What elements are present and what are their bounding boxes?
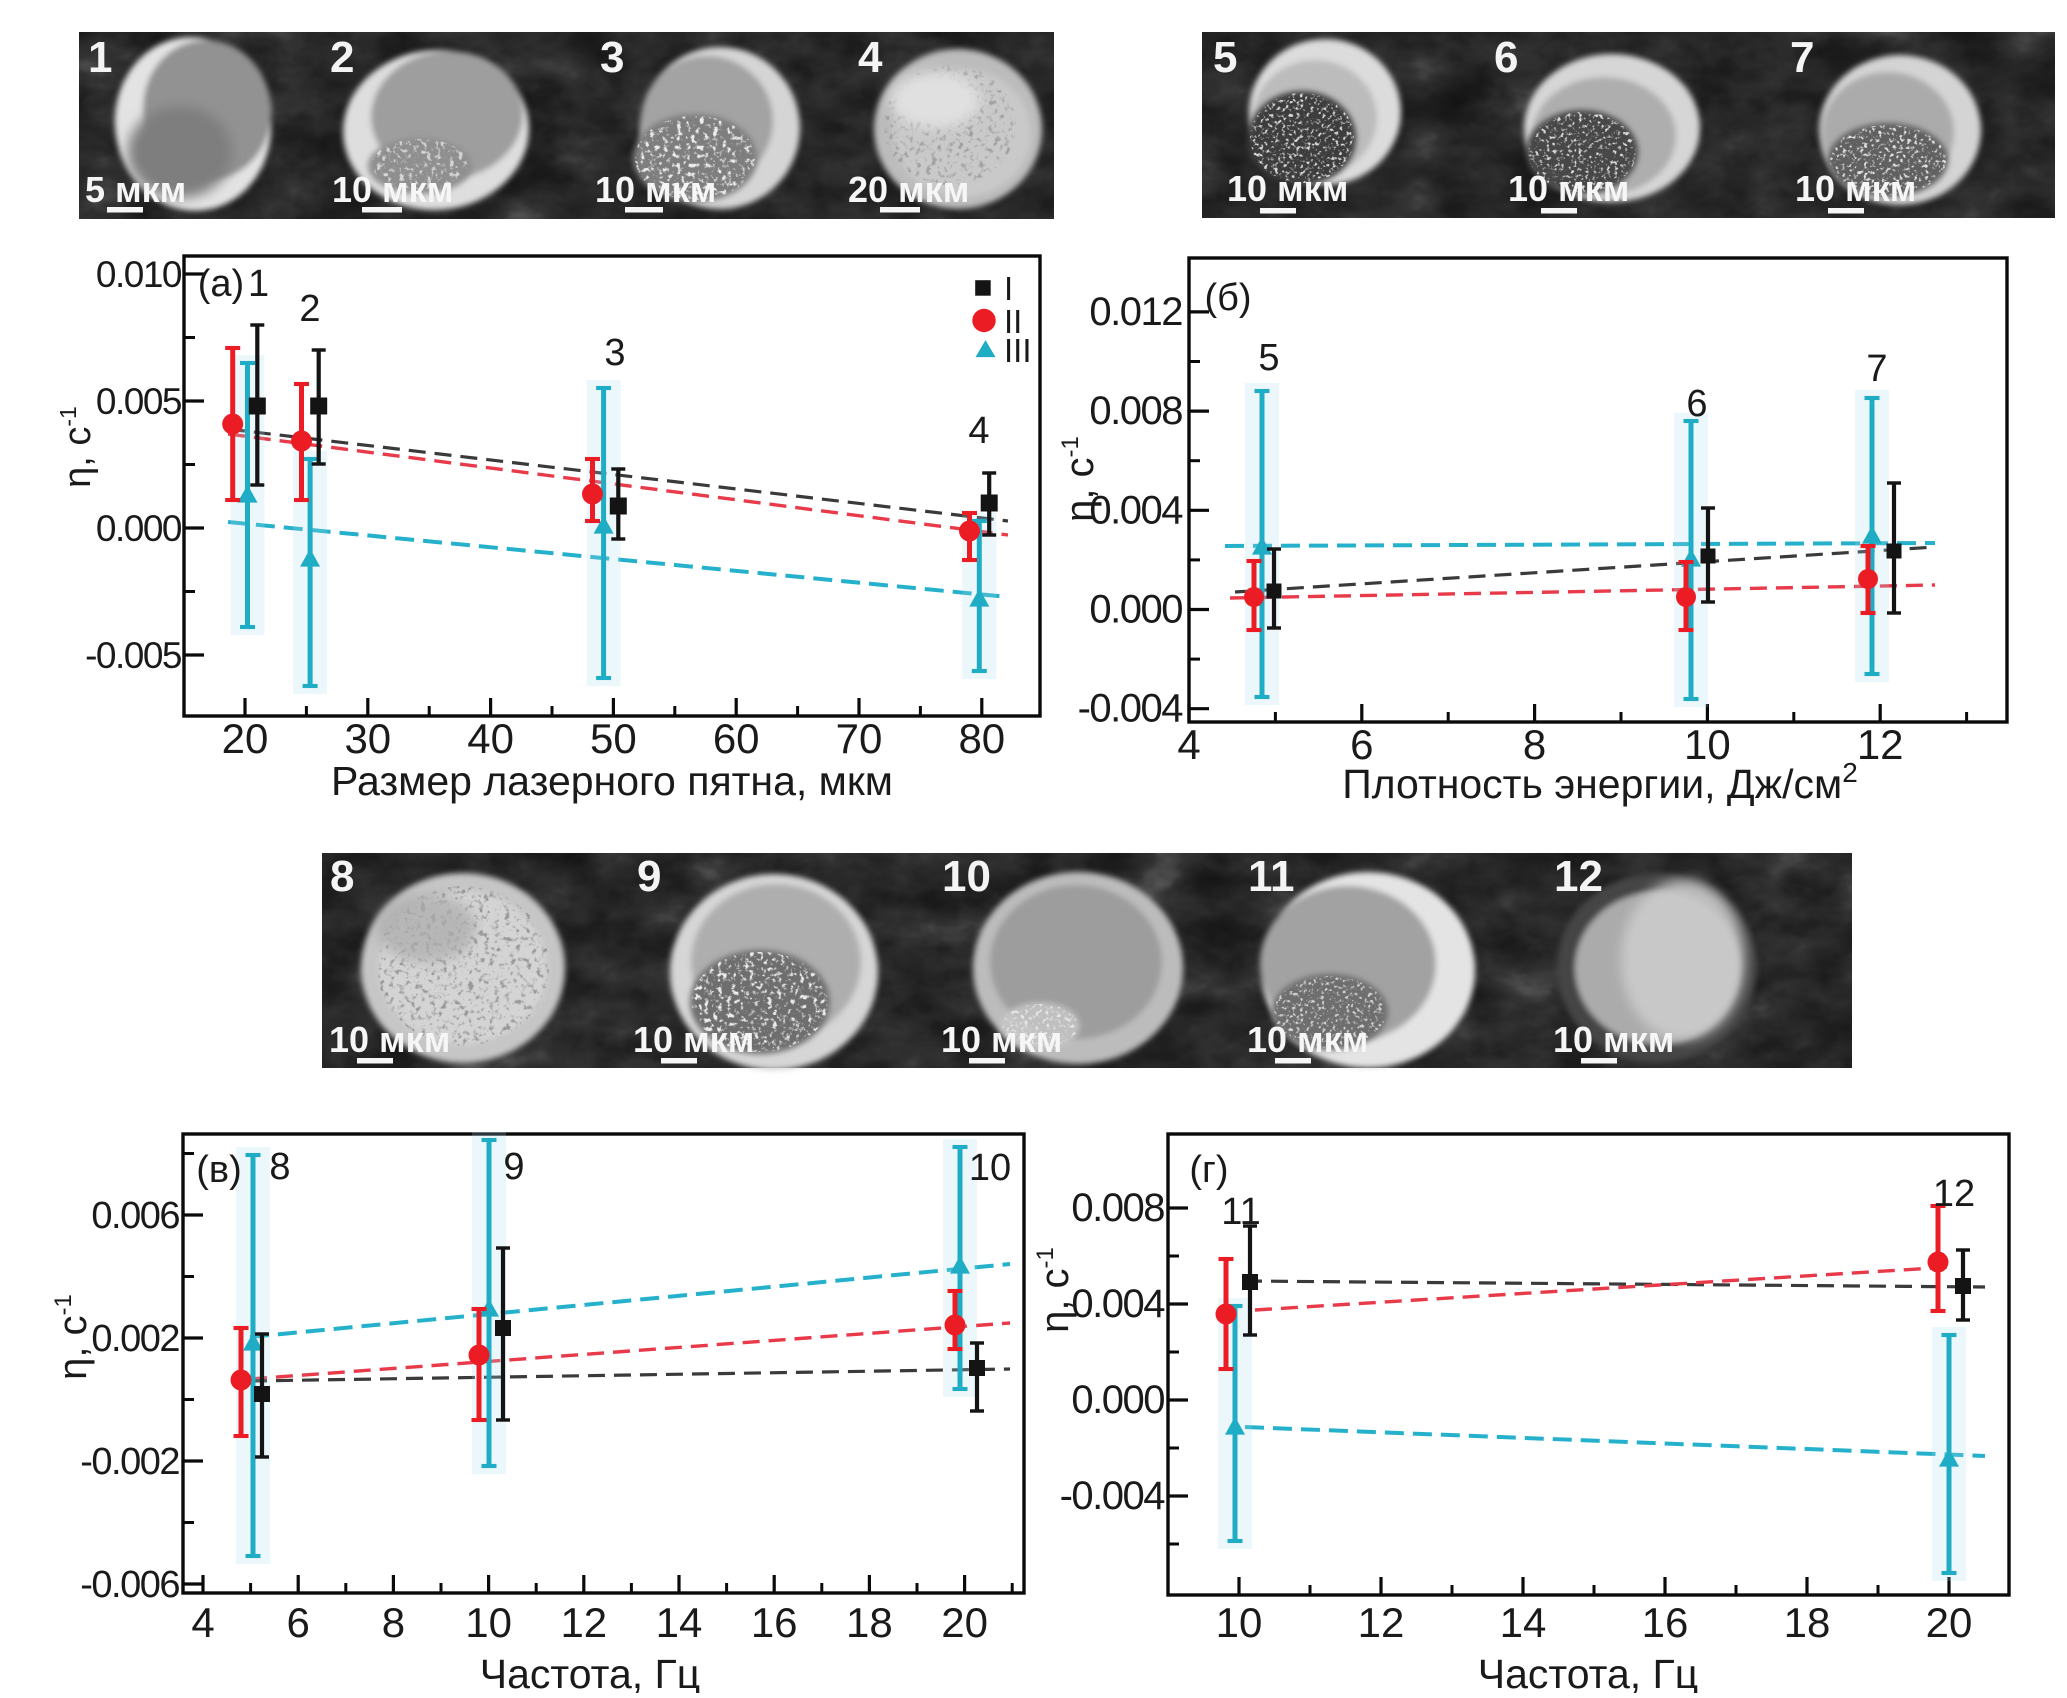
- svg-text:10 мкм: 10 мкм: [595, 169, 716, 210]
- svg-text:1: 1: [88, 33, 112, 82]
- svg-text:5 мкм: 5 мкм: [85, 169, 186, 210]
- svg-text:0.002: 0.002: [91, 1318, 179, 1360]
- svg-text:12: 12: [1857, 721, 1904, 768]
- svg-text:Частота, Гц: Частота, Гц: [480, 1651, 700, 1693]
- svg-text:14: 14: [1500, 1599, 1547, 1646]
- svg-text:-0.006: -0.006: [80, 1564, 179, 1606]
- svg-text:6: 6: [1494, 33, 1518, 82]
- svg-text:18: 18: [1784, 1599, 1831, 1646]
- svg-text:(а): (а): [198, 263, 244, 305]
- svg-text:III: III: [1004, 332, 1032, 369]
- svg-text:30: 30: [344, 715, 391, 762]
- svg-text:10 мкм: 10 мкм: [1247, 1019, 1368, 1060]
- svg-text:16: 16: [751, 1599, 798, 1646]
- svg-text:8: 8: [330, 852, 354, 901]
- svg-text:7: 7: [1866, 348, 1887, 390]
- svg-text:-0.005: -0.005: [85, 635, 182, 676]
- svg-text:Частота, Гц: Частота, Гц: [1478, 1651, 1698, 1693]
- svg-text:10 мкм: 10 мкм: [329, 1019, 450, 1060]
- svg-text:12: 12: [560, 1599, 607, 1646]
- svg-text:7: 7: [1790, 33, 1814, 82]
- svg-text:(б): (б): [1204, 277, 1251, 319]
- svg-text:40: 40: [467, 715, 514, 762]
- svg-text:5: 5: [1258, 337, 1279, 379]
- svg-text:η, с-1: η, с-1: [50, 1294, 95, 1380]
- svg-text:20: 20: [222, 715, 269, 762]
- svg-text:10 мкм: 10 мкм: [1795, 168, 1916, 209]
- svg-text:12: 12: [1358, 1599, 1405, 1646]
- svg-text:12: 12: [1554, 852, 1603, 901]
- svg-text:10 мкм: 10 мкм: [1227, 168, 1348, 209]
- svg-text:0.005: 0.005: [96, 381, 182, 422]
- svg-text:6: 6: [287, 1599, 310, 1646]
- svg-text:0.012: 0.012: [1089, 290, 1182, 334]
- svg-text:(г): (г): [1189, 1149, 1228, 1191]
- svg-text:0.000: 0.000: [1089, 588, 1182, 632]
- svg-text:4: 4: [1177, 721, 1200, 768]
- svg-text:Размер лазерного пятна, мкм: Размер лазерного пятна, мкм: [331, 758, 893, 804]
- svg-text:10: 10: [942, 852, 991, 901]
- svg-text:11: 11: [1248, 852, 1295, 901]
- svg-text:2: 2: [299, 288, 320, 330]
- svg-text:0.000: 0.000: [96, 508, 182, 549]
- svg-text:3: 3: [604, 332, 625, 374]
- svg-text:18: 18: [846, 1599, 893, 1646]
- svg-text:70: 70: [836, 715, 883, 762]
- svg-text:8: 8: [382, 1599, 405, 1646]
- svg-text:10: 10: [969, 1147, 1011, 1189]
- svg-text:II: II: [1004, 303, 1022, 340]
- svg-text:10 мкм: 10 мкм: [941, 1019, 1062, 1060]
- svg-text:16: 16: [1642, 1599, 1689, 1646]
- svg-text:0.004: 0.004: [1071, 1282, 1165, 1326]
- svg-text:0.008: 0.008: [1089, 389, 1182, 433]
- svg-text:6: 6: [1686, 383, 1707, 425]
- svg-text:4: 4: [968, 410, 989, 452]
- svg-text:12: 12: [1933, 1173, 1975, 1215]
- svg-text:0.004: 0.004: [1089, 488, 1183, 532]
- svg-text:1: 1: [248, 263, 269, 305]
- svg-text:10 мкм: 10 мкм: [633, 1019, 754, 1060]
- svg-text:8: 8: [1523, 721, 1546, 768]
- svg-text:8: 8: [269, 1146, 290, 1188]
- svg-text:10: 10: [1216, 1599, 1263, 1646]
- svg-text:11: 11: [1221, 1191, 1260, 1233]
- svg-text:4: 4: [191, 1599, 214, 1646]
- svg-text:9: 9: [503, 1146, 524, 1188]
- svg-text:10: 10: [1684, 721, 1731, 768]
- svg-text:η, с-1: η, с-1: [1032, 1247, 1077, 1333]
- svg-text:3: 3: [600, 33, 624, 82]
- svg-text:5: 5: [1213, 33, 1237, 82]
- svg-text:-0.004: -0.004: [1060, 1474, 1166, 1518]
- svg-text:2: 2: [330, 33, 354, 82]
- svg-text:60: 60: [713, 715, 760, 762]
- svg-text:50: 50: [590, 715, 637, 762]
- svg-text:4: 4: [858, 33, 883, 82]
- svg-text:20 мкм: 20 мкм: [848, 169, 969, 210]
- svg-text:20: 20: [1926, 1599, 1973, 1646]
- svg-text:-0.002: -0.002: [80, 1441, 179, 1483]
- svg-text:20: 20: [941, 1599, 988, 1646]
- svg-text:14: 14: [656, 1599, 703, 1646]
- svg-text:80: 80: [958, 715, 1005, 762]
- svg-text:10 мкм: 10 мкм: [332, 169, 453, 210]
- svg-text:10: 10: [465, 1599, 512, 1646]
- svg-text:10 мкм: 10 мкм: [1508, 168, 1629, 209]
- svg-text:0.000: 0.000: [1071, 1378, 1164, 1422]
- svg-text:Плотность энергии, Дж/см2: Плотность энергии, Дж/см2: [1342, 757, 1858, 807]
- svg-text:6: 6: [1350, 721, 1373, 768]
- svg-text:I: I: [1004, 270, 1013, 307]
- svg-text:9: 9: [637, 852, 661, 901]
- svg-text:(в): (в): [196, 1149, 242, 1191]
- svg-text:0.010: 0.010: [96, 254, 182, 295]
- svg-text:0.006: 0.006: [91, 1195, 179, 1237]
- svg-text:0.008: 0.008: [1071, 1186, 1164, 1230]
- svg-text:10 мкм: 10 мкм: [1553, 1019, 1674, 1060]
- svg-text:-0.004: -0.004: [1078, 687, 1184, 731]
